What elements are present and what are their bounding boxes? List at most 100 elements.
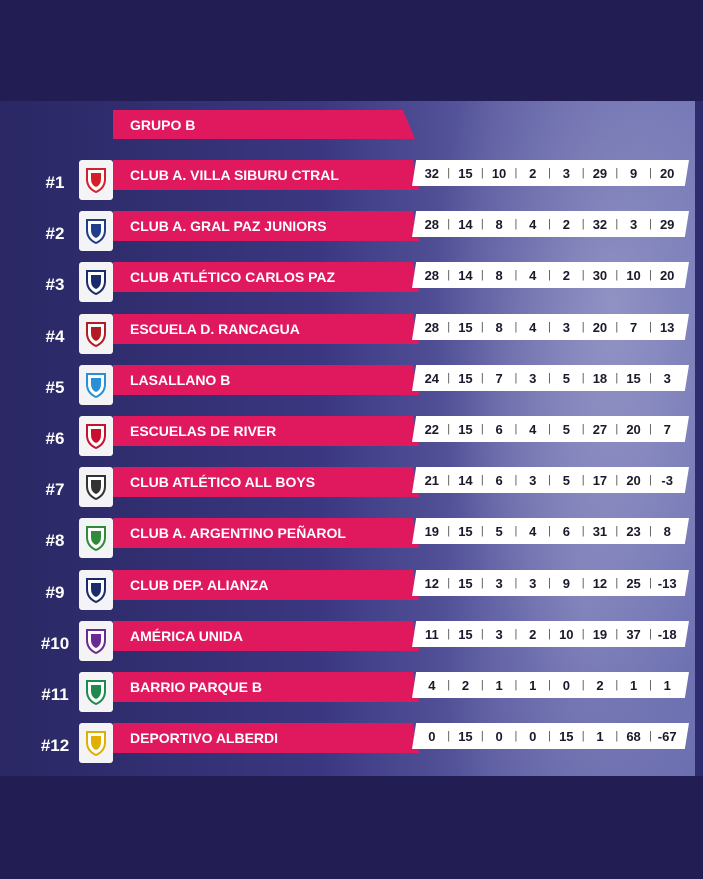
stat-value: 5 xyxy=(562,370,570,386)
stat-separator: | xyxy=(581,218,585,230)
stat-separator: | xyxy=(548,321,551,333)
stat-separator: | xyxy=(480,372,484,384)
stat-value: 3 xyxy=(495,626,503,642)
stat-value: 8 xyxy=(663,523,671,539)
team-rank: #1 xyxy=(45,173,65,192)
team-name: DEPORTIVO ALBERDI xyxy=(113,723,419,753)
stat-value: 12 xyxy=(592,575,608,591)
stat-separator: | xyxy=(447,474,451,486)
stat-separator: | xyxy=(480,269,484,281)
stat-separator: | xyxy=(615,372,619,384)
stat-separator: | xyxy=(514,730,518,742)
table-row: #7 CLUB ATLÉTICO ALL BOYS 21 | 14 | 6 | 3 | 5 | 17 | 2… xyxy=(0,465,703,515)
stat-separator: | xyxy=(480,628,484,640)
stat-value: 15 xyxy=(458,626,473,642)
stat-value: 8 xyxy=(495,216,503,232)
team-stats: 32 | 15 | 10 | 2 | 3 | 29 | 9 | 20 xyxy=(412,160,689,186)
team-name: BARRIO PARQUE B xyxy=(113,672,419,702)
stat-separator: | xyxy=(615,321,619,333)
stat-separator: | xyxy=(615,269,619,281)
shield-red-white-icon xyxy=(79,160,113,200)
team-name: CLUB ATLÉTICO ALL BOYS xyxy=(113,467,419,497)
stat-separator: | xyxy=(514,525,518,537)
stat-separator: | xyxy=(548,423,551,435)
team-stats: 4 | 2 | 1 | 1 | 0 | 2 | 1 | 1 xyxy=(412,672,689,698)
table-row: #5 LASALLANO B 24 | 15 | 7 | 3 | 5 | 18 | 15 | 3 xyxy=(0,363,703,413)
stat-value: 18 xyxy=(592,370,608,386)
stat-separator: | xyxy=(480,525,484,537)
stat-value: -67 xyxy=(657,728,677,744)
stat-separator: | xyxy=(447,577,451,589)
badge-green-icon xyxy=(79,672,113,712)
stat-value: 6 xyxy=(495,472,503,488)
stat-value: 29 xyxy=(592,165,608,181)
team-rank: #10 xyxy=(40,634,70,653)
stat-separator: | xyxy=(581,628,585,640)
stat-separator: | xyxy=(615,525,619,537)
stat-separator: | xyxy=(548,474,551,486)
table-row: #8 CLUB A. ARGENTINO PEÑAROL 19 | 15 | 5 | 4 | 6 | 3… xyxy=(0,516,703,566)
stat-value: 15 xyxy=(458,370,473,386)
stat-value: 15 xyxy=(458,319,473,335)
stat-separator: | xyxy=(447,628,451,640)
stat-value: 12 xyxy=(424,575,440,591)
stat-separator: | xyxy=(514,628,518,640)
stat-value: 13 xyxy=(659,319,675,335)
stat-value: 28 xyxy=(424,216,440,232)
stat-value: 2 xyxy=(562,267,570,283)
stat-value: 9 xyxy=(629,165,638,181)
group-title: GRUPO B xyxy=(113,110,415,139)
team-stats: 12 | 15 | 3 | 3 | 9 | 12 | 25 | -13 xyxy=(412,570,689,596)
stat-value: 10 xyxy=(626,267,641,283)
shield-green-red-icon xyxy=(79,518,113,558)
stat-value: 15 xyxy=(458,575,473,591)
stat-separator: | xyxy=(480,577,484,589)
team-rank: #6 xyxy=(45,429,65,448)
stat-value: 4 xyxy=(529,523,537,539)
stat-separator: | xyxy=(447,679,451,691)
stat-value: 0 xyxy=(562,677,570,693)
stat-separator: | xyxy=(480,474,484,486)
stat-separator: | xyxy=(581,167,585,179)
stat-separator: | xyxy=(514,167,518,179)
team-rank: #8 xyxy=(45,531,65,550)
stat-value: 19 xyxy=(592,626,608,642)
stat-value: 15 xyxy=(458,165,473,181)
team-name: CLUB A. ARGENTINO PEÑAROL xyxy=(113,518,419,548)
stat-separator: | xyxy=(648,730,652,742)
stat-value: 29 xyxy=(659,216,675,232)
stat-separator: | xyxy=(648,372,652,384)
stat-value: 0 xyxy=(529,728,537,744)
stat-value: 19 xyxy=(424,523,440,539)
stat-value: 20 xyxy=(659,165,675,181)
team-name: CLUB A. VILLA SIBURU CTRAL xyxy=(113,160,419,190)
stat-separator: | xyxy=(480,679,484,691)
stat-value: 28 xyxy=(424,267,440,283)
stat-value: 3 xyxy=(562,319,570,335)
stat-value: -13 xyxy=(657,575,677,591)
stat-separator: | xyxy=(548,218,551,230)
table-row: #9 CLUB DEP. ALIANZA 12 | 15 | 3 | 3 | 9 | 12 | 25 | -13 xyxy=(0,568,703,618)
stat-value: 11 xyxy=(424,626,439,642)
stat-separator: | xyxy=(447,321,451,333)
stat-separator: | xyxy=(615,730,619,742)
stat-value: 3 xyxy=(629,216,638,232)
stat-separator: | xyxy=(648,525,652,537)
shield-red-black-icon xyxy=(79,314,113,354)
table-row: #10 AMÉRICA UNIDA 11 | 15 | 3 | 2 | 10 | 19 | 37 | -18 xyxy=(0,619,703,669)
shield-yellow-red-icon xyxy=(79,723,113,763)
stat-separator: | xyxy=(648,577,652,589)
stat-value: 15 xyxy=(559,728,574,744)
stat-value: 15 xyxy=(458,523,473,539)
stat-value: 20 xyxy=(592,319,608,335)
stat-separator: | xyxy=(548,730,551,742)
stat-value: 20 xyxy=(626,421,641,437)
stat-value: 1 xyxy=(495,677,503,693)
stat-separator: | xyxy=(615,423,619,435)
team-name: ESCUELAS DE RIVER xyxy=(113,416,419,446)
stat-separator: | xyxy=(581,679,585,691)
badge-blue-round-icon xyxy=(79,365,113,405)
stat-separator: | xyxy=(480,730,484,742)
team-stats: 24 | 15 | 7 | 3 | 5 | 18 | 15 | 3 xyxy=(412,365,689,391)
stat-value: 10 xyxy=(491,165,507,181)
